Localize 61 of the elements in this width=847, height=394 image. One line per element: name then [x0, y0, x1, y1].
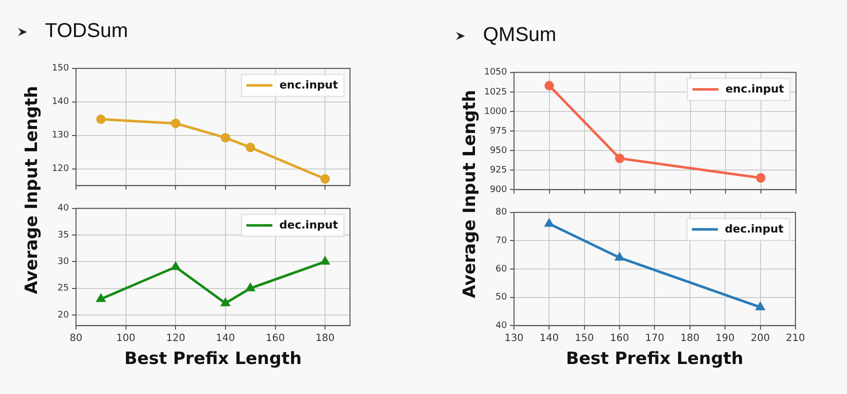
y-tick-label: 140	[52, 97, 70, 108]
x-tick-label: 200	[750, 333, 770, 344]
x-tick-label: 180	[316, 333, 335, 344]
x-tick-label: 140	[540, 333, 559, 344]
y-tick-label: 1000	[484, 106, 508, 117]
point	[615, 154, 624, 164]
legend-label: dec.input	[279, 218, 338, 232]
point	[756, 173, 766, 183]
point	[246, 142, 256, 152]
x-axis-title: Best Prefix Length	[566, 349, 744, 370]
x-tick-label: 120	[166, 333, 186, 344]
legend-label: enc.input	[725, 82, 784, 96]
point	[544, 218, 554, 227]
y-tick-label: 1025	[484, 87, 507, 98]
point	[615, 252, 624, 261]
y-tick-label: 925	[490, 165, 507, 176]
chart-title: TODSum	[45, 20, 128, 43]
x-tick-label: 140	[216, 333, 235, 344]
y-tick-label: 150	[52, 64, 70, 74]
x-tick-label: 160	[266, 333, 285, 344]
point	[96, 294, 106, 302]
y-tick-label: 70	[496, 236, 508, 246]
x-axis-title: Best Prefix Length	[124, 349, 302, 370]
point	[320, 256, 330, 265]
point	[544, 80, 554, 90]
y-tick-label: 25	[58, 284, 69, 294]
x-tick-label: 180	[680, 333, 700, 344]
y-tick-label: 30	[58, 257, 70, 268]
point	[220, 132, 230, 142]
y-tick-label: 130	[52, 130, 70, 141]
y-tick-label: 35	[58, 230, 69, 240]
point	[171, 262, 180, 270]
point	[170, 118, 180, 128]
y-tick-label: 50	[496, 292, 508, 303]
y-tick-label: 60	[496, 264, 508, 274]
x-tick-label: 170	[645, 333, 664, 344]
y-tick-label: 40	[58, 204, 70, 214]
x-tick-label: 160	[610, 333, 630, 344]
legend-label: enc.input	[279, 78, 338, 92]
point	[320, 174, 330, 184]
x-tick-label: 190	[716, 333, 735, 344]
chart-title: QMSum	[483, 24, 556, 47]
y-axis-title: Average Input Length	[22, 86, 42, 294]
legend-label: dec.input	[724, 222, 784, 236]
y-axis-title: Average Input Length	[460, 90, 480, 298]
y-tick-label: 40	[496, 320, 508, 331]
point	[221, 298, 230, 306]
x-tick-label: 210	[786, 333, 806, 344]
x-tick-label: 80	[70, 333, 82, 344]
x-tick-label: 130	[504, 333, 524, 344]
y-tick-label: 120	[52, 164, 70, 174]
y-tick-label: 950	[490, 146, 508, 156]
y-tick-label: 80	[496, 208, 508, 218]
y-tick-label: 20	[58, 310, 70, 320]
point	[96, 114, 106, 124]
y-tick-label: 975	[490, 126, 507, 136]
point	[756, 302, 765, 310]
y-tick-label: 900	[490, 184, 508, 195]
x-tick-label: 100	[116, 333, 136, 344]
y-tick-label: 1050	[484, 68, 508, 78]
x-tick-label: 150	[574, 333, 594, 344]
